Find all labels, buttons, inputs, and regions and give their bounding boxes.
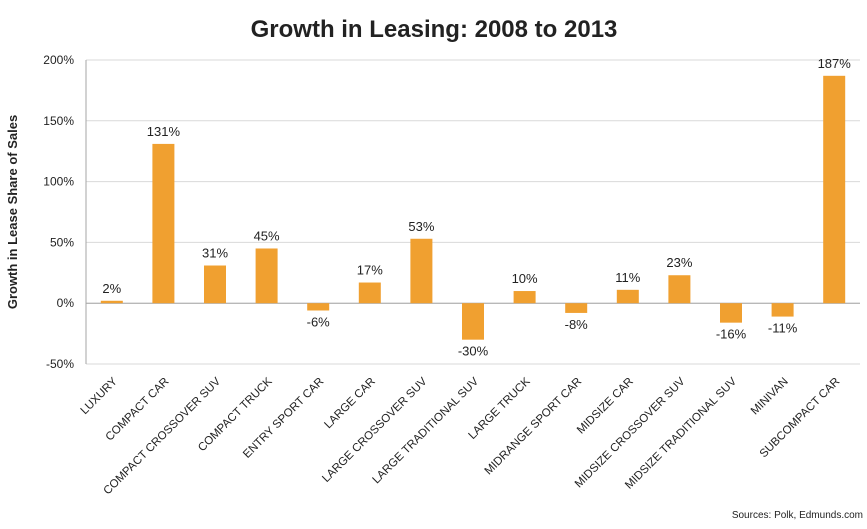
- x-tick-label: MIDRANGE SPORT CAR: [483, 376, 585, 478]
- data-label: -11%: [768, 321, 798, 336]
- bar: [255, 248, 278, 304]
- data-label: 53%: [408, 219, 434, 234]
- chart-title: Growth in Leasing: 2008 to 2013: [251, 16, 618, 43]
- y-tick-label: 100%: [43, 175, 74, 189]
- x-tick-label: LARGE CROSSOVER SUV: [320, 375, 429, 484]
- bar: [720, 303, 742, 323]
- bar: [513, 291, 536, 304]
- data-label: 187%: [818, 56, 852, 71]
- bar: [771, 303, 794, 317]
- y-tick-label: 50%: [50, 235, 74, 249]
- bar: [410, 238, 433, 304]
- bar: [204, 265, 226, 304]
- data-label: -6%: [307, 314, 331, 329]
- x-tick-label: LARGE TRADITIONAL SUV: [371, 375, 482, 486]
- source-note: Sources: Polk, Edmunds.com: [732, 510, 863, 521]
- data-label: 17%: [357, 263, 383, 278]
- y-axis-label: Growth in Lease Share of Sales: [5, 115, 20, 309]
- bar: [616, 289, 639, 304]
- bar: [100, 300, 123, 304]
- y-tick-label: 0%: [57, 296, 75, 310]
- bar: [565, 303, 588, 313]
- x-tick-label: LARGE CAR: [322, 376, 377, 431]
- data-label: 45%: [254, 228, 280, 243]
- x-tick-label: LUXURY: [79, 375, 121, 417]
- bar: [358, 282, 381, 304]
- data-label: 11%: [615, 270, 640, 285]
- bar: [823, 75, 846, 304]
- bars: [100, 75, 846, 340]
- bar: [668, 275, 691, 304]
- bar: [462, 303, 484, 340]
- y-tick-label: -50%: [46, 357, 74, 371]
- data-label: 2%: [102, 281, 121, 296]
- data-label: 131%: [147, 124, 181, 139]
- bar: [307, 303, 330, 311]
- data-label: 10%: [512, 271, 538, 286]
- data-label: -8%: [565, 317, 589, 332]
- x-tick-label: MINIVAN: [749, 376, 791, 418]
- data-label: -30%: [458, 344, 489, 359]
- data-labels: 2% 131% 31% 45% -6% 17% 53% -30% 10% -8% 11% 23% -16…: [102, 56, 851, 359]
- y-tick-label: 200%: [43, 53, 74, 67]
- data-label: 23%: [666, 255, 692, 270]
- data-label: 31%: [202, 246, 228, 261]
- x-tick-label: MIDSIZE TRADITIONAL SUV: [623, 375, 739, 491]
- y-tick-label: 150%: [43, 114, 74, 128]
- data-label: -16%: [716, 327, 747, 342]
- bar: [152, 143, 175, 304]
- x-tick-label: MIDSIZE CROSSOVER SUV: [573, 375, 688, 490]
